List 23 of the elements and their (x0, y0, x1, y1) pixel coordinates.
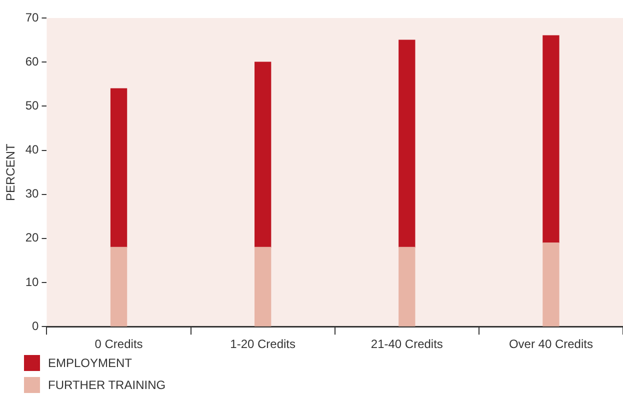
x-tick-label: 21-40 Credits (370, 337, 443, 352)
bar (542, 242, 560, 326)
legend-label: FURTHER TRAINING (48, 378, 166, 392)
x-tick-label: 1-20 Credits (230, 337, 296, 352)
y-tick-label: 30 (25, 186, 40, 201)
y-tick-label: 10 (25, 274, 40, 289)
bar (398, 246, 416, 326)
y-tick-label: 40 (25, 142, 40, 157)
bar (542, 35, 560, 244)
y-tick-label: 20 (25, 230, 40, 245)
y-tick-label: 0 (32, 318, 40, 333)
bar (398, 40, 416, 248)
x-tick-label: Over 40 Credits (508, 337, 593, 352)
y-axis-title: PERCENT (4, 142, 18, 201)
bar (254, 246, 272, 326)
y-tick-label: 50 (25, 98, 40, 112)
legend-label: EMPLOYMENT (48, 356, 132, 370)
y-tick-label: 60 (25, 54, 40, 68)
bar (110, 246, 128, 326)
x-tick-label: 0 Credits (94, 337, 143, 352)
bar (110, 88, 128, 248)
bar (254, 62, 272, 248)
y-tick-label: 70 (25, 10, 40, 24)
